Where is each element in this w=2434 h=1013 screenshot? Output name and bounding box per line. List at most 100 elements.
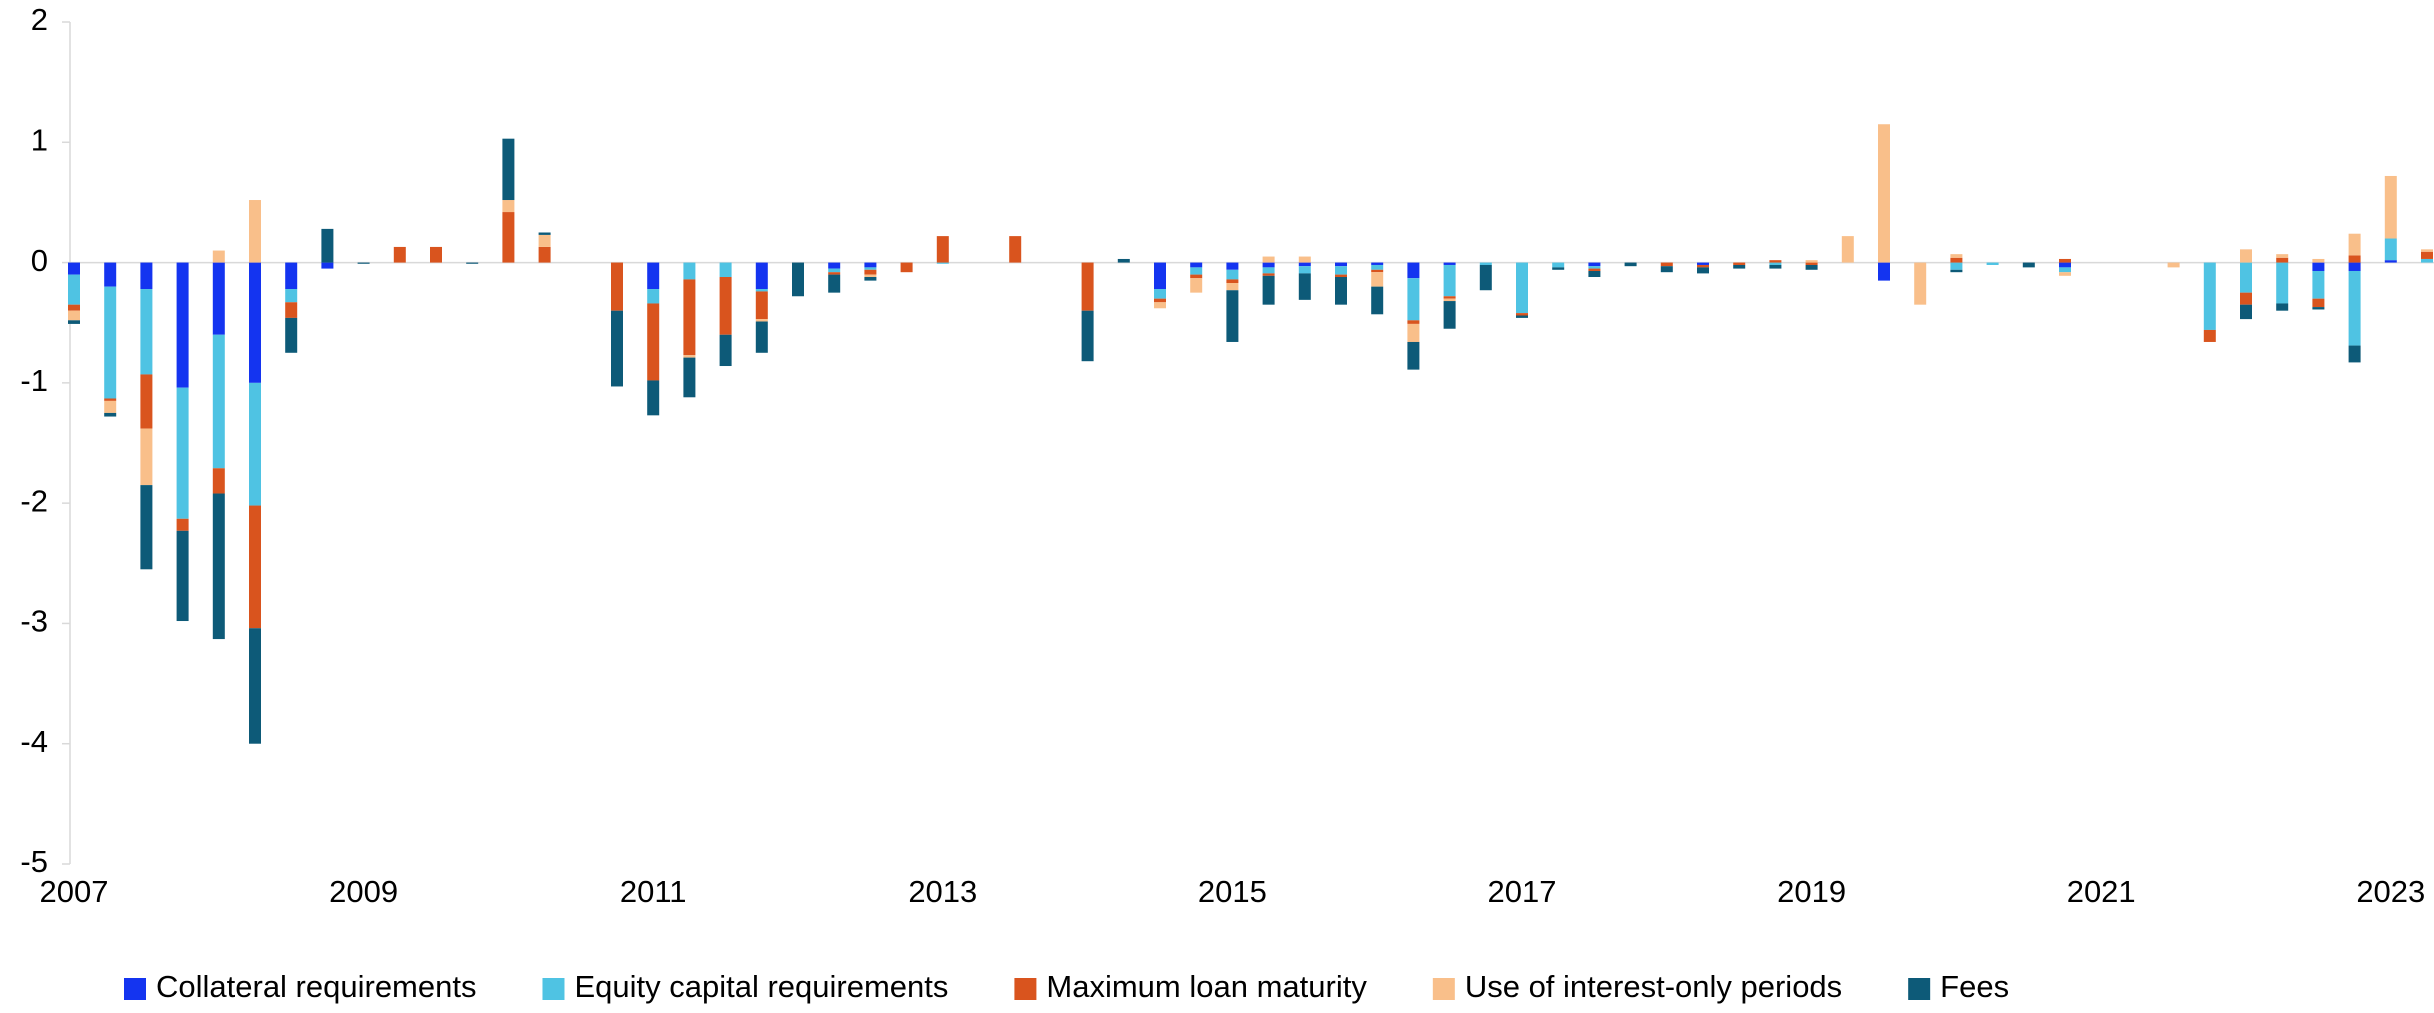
- bar-segment: [1914, 262, 1927, 305]
- bar-segment: [1443, 301, 1456, 329]
- bar-segment: [683, 279, 696, 356]
- bar-segment: [1986, 262, 1999, 265]
- bar-segment: [1443, 262, 1456, 265]
- bar-segment: [1407, 262, 1420, 279]
- bar-segment: [2203, 262, 2216, 330]
- bar-segment: [2384, 238, 2397, 261]
- bar-segment: [2312, 307, 2325, 310]
- bar-segment: [466, 262, 479, 264]
- bar-segment: [2384, 175, 2397, 239]
- bar-segment: [611, 262, 623, 311]
- bar-segment: [249, 382, 261, 506]
- bar-segment: [2022, 262, 2035, 268]
- bar-segment: [864, 267, 877, 270]
- bar-segment: [1407, 323, 1420, 342]
- bar-segment: [828, 268, 841, 273]
- bar-segment: [2276, 303, 2289, 311]
- bar-segment: [2276, 262, 2289, 304]
- bar-segment: [647, 303, 660, 381]
- bar-segment: [1298, 256, 1311, 263]
- bar-segment: [1733, 262, 1746, 265]
- bar-segment: [357, 262, 370, 264]
- bar-segment: [176, 387, 189, 519]
- bar-segment: [68, 274, 80, 305]
- bar-segment: [1371, 269, 1384, 273]
- bar-segment: [502, 138, 515, 201]
- x-tick-label: 2007: [40, 874, 109, 909]
- bar-segment: [755, 289, 768, 292]
- bar-segment: [104, 400, 117, 413]
- bar-segment: [1371, 286, 1384, 315]
- bar-segment: [1262, 262, 1275, 268]
- bar-segment: [1262, 273, 1275, 276]
- bar-segment: [1588, 270, 1601, 278]
- bar-segment: [1516, 313, 1528, 316]
- bar-segment: [1805, 262, 1818, 265]
- bar-segment: [1009, 236, 1022, 263]
- bar-segment: [936, 236, 949, 263]
- x-tick-label: 2009: [329, 874, 398, 909]
- bar-segment: [212, 334, 225, 469]
- bar-segment: [2059, 262, 2071, 268]
- legend-swatch: [1432, 978, 1455, 1000]
- bar-segment: [1154, 289, 1166, 299]
- bar-segment: [1407, 278, 1420, 321]
- bar-segment: [1443, 264, 1456, 297]
- bar-segment: [755, 321, 768, 353]
- bar-segment: [176, 518, 189, 531]
- bar-segment: [1588, 268, 1601, 271]
- bar-segment: [1226, 269, 1239, 280]
- bar-segment: [683, 357, 696, 398]
- bar-segment: [755, 291, 768, 320]
- bar-segment: [1190, 267, 1203, 275]
- y-tick-label: 1: [31, 122, 48, 157]
- bar-segment: [1298, 262, 1311, 267]
- bar-segment: [1154, 298, 1166, 303]
- bar-segment: [1588, 266, 1601, 269]
- bar-segment: [1154, 262, 1166, 290]
- bar-segment: [2348, 255, 2361, 263]
- bar-segment: [502, 212, 515, 263]
- x-tick-label: 2023: [2356, 874, 2425, 909]
- bar-segment: [864, 277, 877, 281]
- bar-segment: [502, 200, 515, 213]
- legend-label: Fees: [1940, 969, 2009, 1004]
- bar-segment: [755, 262, 768, 290]
- bar-segment: [1805, 264, 1818, 270]
- y-tick-label: -2: [20, 483, 48, 518]
- bar-segment: [1769, 262, 1782, 265]
- bar-segment: [2348, 345, 2361, 363]
- bar-segment: [1552, 262, 1565, 268]
- bar-segment: [1226, 279, 1239, 284]
- legend-label: Collateral requirements: [156, 969, 476, 1004]
- bar-segment: [828, 262, 841, 269]
- bar-segment: [828, 274, 841, 293]
- bar-segment: [321, 228, 334, 263]
- bar-segment: [1190, 274, 1203, 279]
- bar-segment: [647, 289, 660, 304]
- bar-segment: [1769, 264, 1782, 269]
- bar-segment: [285, 302, 298, 318]
- bar-segment: [2240, 262, 2252, 293]
- bar-segment: [2240, 249, 2252, 263]
- legend-label: Use of interest-only periods: [1465, 969, 1842, 1004]
- bar-segment: [538, 232, 551, 235]
- bar-segment: [2384, 260, 2397, 263]
- bar-segment: [176, 530, 189, 622]
- bar-segment: [1443, 298, 1456, 302]
- bar-segment: [719, 334, 732, 367]
- y-tick-label: -1: [20, 363, 48, 398]
- bar-segment: [1081, 262, 1094, 311]
- bar-segment: [1335, 262, 1347, 267]
- bar-segment: [2240, 292, 2252, 305]
- bar-segment: [647, 262, 660, 290]
- bar-segment: [1878, 124, 1890, 263]
- bar-segment: [2312, 262, 2325, 271]
- bar-segment: [1479, 264, 1492, 291]
- bar-segment: [1081, 310, 1094, 362]
- bar-segment: [2348, 270, 2361, 346]
- bar-segment: [2240, 304, 2252, 320]
- bar-segment: [1878, 262, 1890, 281]
- bar-segment: [1624, 262, 1637, 267]
- bar-segment: [1769, 260, 1782, 263]
